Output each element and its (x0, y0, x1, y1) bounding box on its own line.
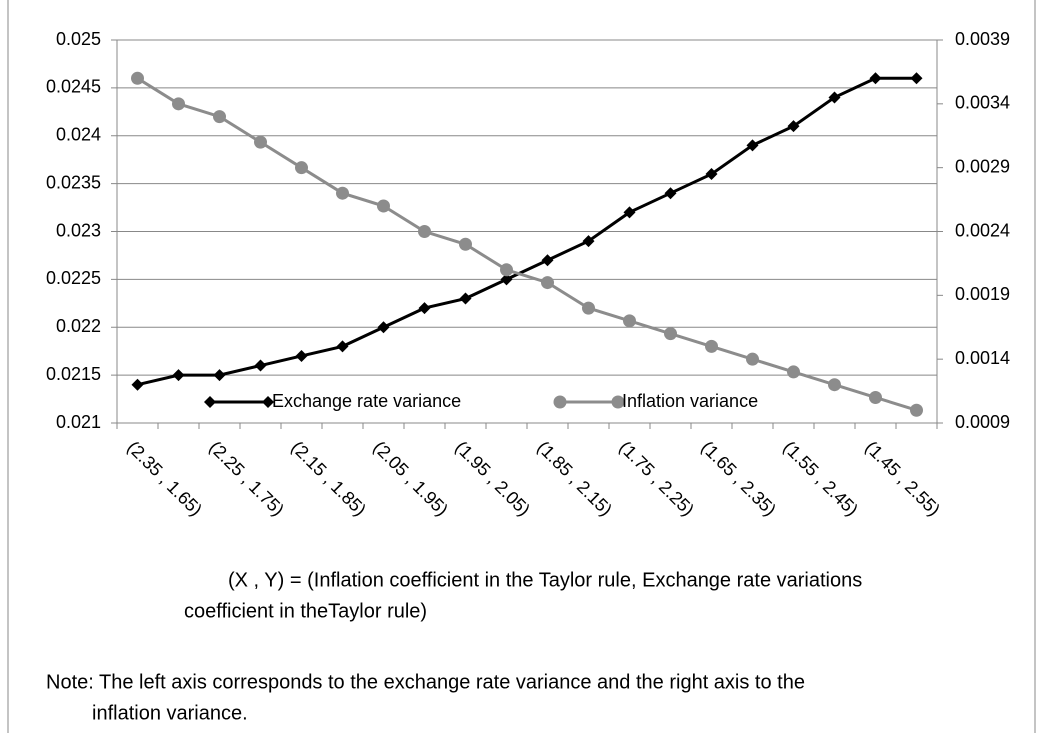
data-point (418, 225, 431, 238)
data-point (418, 302, 431, 315)
data-point (746, 352, 759, 366)
y-tick-label: 0.0215 (46, 364, 101, 384)
data-point (541, 276, 554, 290)
data-point (213, 369, 226, 382)
y-tick-label: 0.0235 (46, 172, 101, 192)
data-point (582, 235, 595, 248)
y2-tick-label: 0.0029 (955, 156, 1010, 176)
data-point (787, 365, 800, 379)
y-tick-label: 0.023 (56, 220, 101, 240)
x-tick-label: (1.45 , 2.55) (861, 437, 944, 520)
x-tick-label: (1.75 , 2.25) (615, 437, 698, 520)
y-tick-label: 0.0245 (46, 77, 101, 97)
x-tick-label: (1.85 , 2.15) (533, 437, 616, 520)
data-point (623, 314, 636, 328)
data-point (910, 72, 923, 85)
data-point (869, 390, 882, 404)
y2-tick-label: 0.0024 (955, 220, 1010, 240)
note-line: inflation variance. (92, 702, 248, 724)
data-point (336, 340, 349, 353)
y2-tick-label: 0.0009 (955, 412, 1010, 432)
y2-tick-label: 0.0014 (955, 348, 1010, 368)
x-tick-label: (2.15 , 1.85) (287, 437, 370, 520)
data-point (377, 199, 390, 213)
data-point (705, 168, 718, 181)
data-point (541, 254, 554, 267)
data-point (664, 327, 677, 341)
y2-tick-label: 0.0039 (955, 29, 1010, 49)
data-point (664, 187, 677, 200)
data-point (623, 206, 636, 219)
data-point (295, 349, 308, 362)
y-tick-label: 0.024 (56, 125, 101, 145)
series-line (137, 76, 917, 387)
data-point (213, 110, 226, 124)
y-tick-label: 0.025 (56, 29, 101, 49)
series-line (136, 77, 917, 412)
legend-marker (553, 395, 567, 409)
data-point (582, 301, 595, 315)
legend-label: Exchange rate variance (272, 391, 461, 411)
x-tick-label: (1.55 , 2.45) (779, 437, 862, 520)
data-point (254, 359, 267, 372)
data-point (459, 237, 472, 251)
data-point (254, 135, 267, 149)
legend-label: Inflation variance (622, 391, 758, 411)
data-point (787, 120, 800, 133)
data-point (172, 97, 185, 111)
x-tick-label: (2.35 , 1.65) (123, 437, 206, 520)
data-point (828, 91, 841, 104)
data-point (500, 273, 513, 286)
data-point (828, 378, 841, 392)
data-point (459, 292, 472, 305)
data-point (500, 263, 513, 277)
y-tick-label: 0.022 (56, 316, 101, 336)
data-point (131, 71, 144, 85)
data-point (377, 321, 390, 334)
data-point (869, 72, 882, 85)
y2-tick-label: 0.0019 (955, 284, 1010, 304)
data-point (910, 403, 923, 417)
y-tick-label: 0.0225 (46, 268, 101, 288)
data-point (746, 139, 759, 152)
legend-marker (262, 396, 274, 408)
note-line: Note: The left axis corresponds to the e… (46, 671, 805, 693)
data-point (295, 161, 308, 175)
data-point (131, 378, 144, 391)
data-point (336, 186, 349, 200)
y2-tick-label: 0.0034 (955, 93, 1010, 113)
y-tick-label: 0.021 (56, 412, 101, 432)
legend-marker (204, 396, 216, 408)
x-tick-label: (2.05 , 1.95) (369, 437, 452, 520)
data-point (172, 369, 185, 382)
x-tick-label: (1.95 , 2.05) (451, 437, 534, 520)
x-tick-label: (2.25 , 1.75) (205, 437, 288, 520)
legend-marker (611, 395, 625, 409)
caption-line: (X , Y) = (Inflation coefficient in the … (228, 569, 862, 591)
x-tick-label: (1.65 , 2.35) (697, 437, 780, 520)
caption-line: coefficient in theTaylor rule) (184, 600, 427, 622)
data-point (705, 339, 718, 353)
